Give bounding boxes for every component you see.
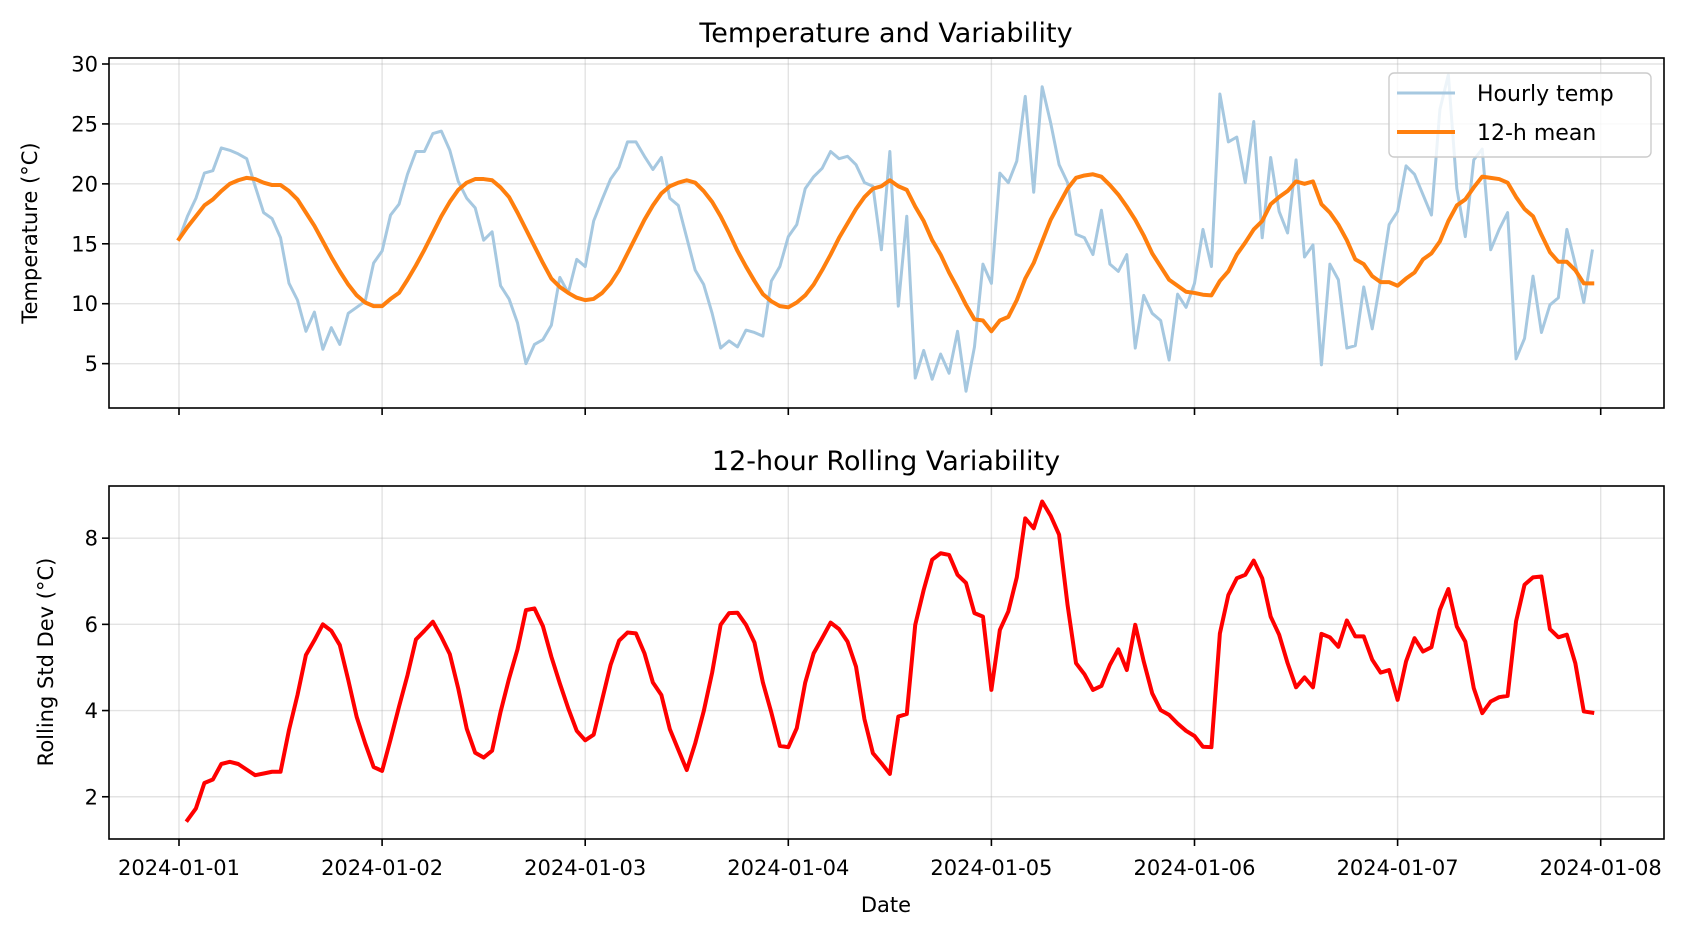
variability-xtick-label: 2024-01-03: [524, 856, 646, 880]
hourly-temp-line: [177, 73, 1594, 393]
variability-chart-title: 12-hour Rolling Variability: [712, 446, 1060, 477]
variability-xtick-label: 2024-01-02: [321, 856, 443, 880]
rolling-std-line: [184, 499, 1595, 823]
temperature-axes-frame: [108, 57, 1665, 409]
temperature-ytick-label: 25: [71, 112, 98, 136]
legend: Hourly temp 12-h mean: [1388, 72, 1652, 158]
temperature-ytick-label: 5: [85, 352, 98, 376]
variability-ytick-label: 6: [85, 613, 98, 637]
variability-ytick-label: 4: [85, 699, 98, 723]
variability-ytick-label: 2: [85, 785, 98, 809]
variability-ytick-label: 8: [85, 527, 98, 551]
legend-hourly-temp-label: Hourly temp: [1477, 82, 1614, 107]
variability-xtick-label: 2024-01-07: [1337, 856, 1459, 880]
variability-series: [184, 499, 1595, 823]
x-axis-label: Date: [861, 893, 911, 917]
temperature-y-ticks: 5 10 15 20 25 30: [71, 52, 109, 376]
variability-xtick-label: 2024-01-06: [1133, 856, 1255, 880]
variability-y-ticks: 2 4 6 8: [85, 527, 109, 809]
variability-xtick-label: 2024-01-05: [930, 856, 1052, 880]
variability-axes-frame: [108, 485, 1665, 840]
variability-x-ticks: 2024-01-01 2024-01-02 2024-01-03 2024-01-04…: [118, 839, 1662, 880]
variability-xtick-label: 2024-01-01: [118, 856, 240, 880]
temperature-ytick-label: 30: [71, 52, 98, 76]
variability-gridlines: [109, 486, 1664, 839]
variability-y-axis-label: Rolling Std Dev (°C): [34, 558, 58, 767]
variability-xtick-label: 2024-01-04: [727, 856, 849, 880]
temperature-ytick-label: 10: [71, 292, 98, 316]
temperature-x-ticks: [178, 408, 1602, 415]
legend-12h-mean-label: 12-h mean: [1477, 121, 1596, 146]
temperature-ytick-label: 15: [71, 232, 98, 256]
twelve-hour-mean-line: [176, 172, 1595, 334]
temperature-y-axis-label: Temperature (°C): [18, 142, 42, 324]
temperature-chart-title: Temperature and Variability: [698, 18, 1072, 49]
temperature-ytick-label: 20: [71, 172, 98, 196]
temperature-series: [176, 73, 1595, 393]
variability-xtick-label: 2024-01-08: [1540, 856, 1662, 880]
